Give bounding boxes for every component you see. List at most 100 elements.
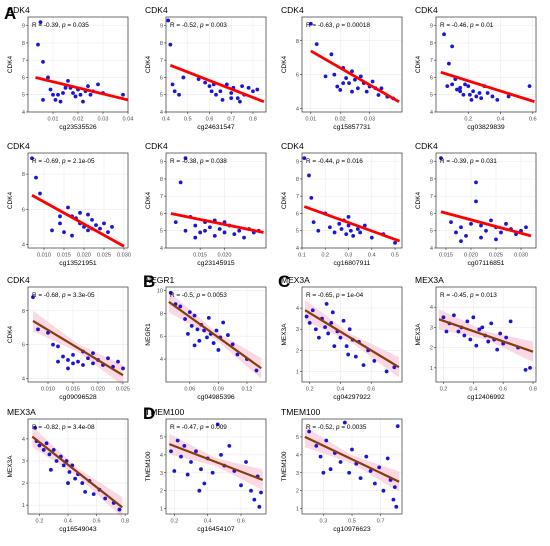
data-point	[353, 354, 358, 359]
data-point	[50, 228, 54, 233]
y-tick-label: 3	[160, 471, 163, 477]
data-point	[73, 94, 78, 99]
data-point	[314, 443, 319, 448]
y-tick-label: 6	[430, 75, 433, 81]
data-point	[242, 235, 246, 240]
panel-label-d: D	[143, 404, 156, 423]
panel-title: CDK4	[415, 141, 438, 151]
y-tick-label: 6	[22, 343, 25, 349]
y-tick-label: 4	[22, 242, 25, 248]
x-tick-label: 0.09	[213, 387, 224, 393]
data-point	[56, 344, 60, 349]
data-point	[246, 85, 251, 90]
regression-line	[169, 64, 265, 103]
data-point	[344, 344, 349, 349]
x-tick-label: 0.6	[529, 117, 537, 123]
y-tick-label: 8	[430, 41, 433, 47]
data-point	[211, 341, 216, 345]
data-point	[394, 504, 399, 509]
data-point	[347, 81, 351, 86]
x-tick-label: 0.5	[348, 519, 356, 525]
data-point	[454, 230, 458, 235]
data-point	[376, 93, 381, 97]
regression-line	[31, 435, 123, 509]
data-point	[178, 180, 183, 185]
x-tick-label: 0.7	[377, 519, 385, 525]
y-tick-label: 4	[296, 246, 299, 252]
panel-label-a: A	[4, 4, 17, 23]
data-point	[313, 327, 318, 332]
y-tick-label: 4	[22, 437, 25, 443]
x-tick-label: 0.015	[66, 387, 80, 393]
x-axis-label: cg10976623	[333, 526, 371, 533]
y-tick-label: 6	[296, 211, 299, 217]
data-point	[477, 327, 482, 332]
x-axis-label: cg16807911	[334, 260, 371, 267]
data-point	[338, 88, 343, 92]
correlation-annotation: R = -0.39, p = 0.035	[32, 22, 89, 29]
y-tick-label: 8	[22, 309, 25, 315]
data-point	[106, 356, 110, 361]
x-tick-label: 0.03	[364, 117, 375, 123]
data-point	[364, 89, 369, 94]
x-tick-label: 0.8	[249, 117, 257, 123]
data-point	[237, 228, 242, 233]
y-tick-label: 8	[430, 177, 433, 183]
y-axis-label: CDK4	[415, 55, 422, 73]
x-axis-label: cg13521951	[59, 260, 97, 267]
plot-frame	[435, 152, 537, 249]
correlation-annotation: R = -0.46, p = 0.01	[440, 22, 494, 29]
data-point	[249, 488, 253, 493]
y-tick-label: 7	[430, 58, 433, 64]
data-point	[71, 352, 75, 357]
y-tick-label: 9	[430, 24, 433, 30]
correlation-annotation: R = -0.52, p = 0.003	[170, 22, 227, 29]
data-point	[203, 228, 207, 233]
data-point	[193, 235, 198, 240]
data-point	[479, 223, 483, 228]
correlation-annotation: R = -0.82, p = 3.4e-08	[32, 424, 95, 431]
y-axis-label: CDK4	[281, 55, 288, 73]
x-tick-label: 0.4	[204, 519, 212, 525]
data-point	[323, 325, 327, 330]
data-point	[346, 352, 351, 357]
scatter-panel-2: 0.4 0.5 0.6 0.7 0.8456789CDK4cg24631547CDK4R…	[145, 5, 267, 131]
data-point	[344, 76, 349, 80]
data-point	[202, 328, 206, 333]
data-point	[464, 234, 468, 238]
data-point	[384, 369, 389, 374]
data-point	[347, 470, 352, 475]
data-point	[51, 448, 56, 452]
y-axis-label: MEX3A	[7, 455, 14, 478]
data-point	[71, 91, 75, 95]
data-point	[471, 315, 476, 320]
regression-line	[170, 212, 264, 234]
data-point	[439, 156, 443, 161]
data-point	[179, 454, 183, 459]
y-tick-label: 9	[296, 160, 299, 166]
data-point	[46, 330, 50, 335]
data-point	[33, 425, 38, 430]
data-point	[48, 467, 53, 472]
data-point	[189, 460, 193, 464]
scatter-panel-12: 0.2 0.4 0.6 0.8 1 2 3 4 MEX3A cg12406992 MEX3A R = …	[415, 275, 537, 401]
x-tick-label: 0.8	[529, 387, 537, 393]
data-point	[71, 361, 75, 366]
data-point	[318, 454, 323, 459]
data-point	[495, 347, 500, 352]
data-point	[358, 476, 363, 481]
data-point	[183, 317, 187, 321]
scatter-panel-5: 0.010 0.015 0.020 0.025 0.030 4 6 8 CDK4 cg135219…	[7, 141, 131, 267]
data-point	[332, 230, 337, 235]
y-tick-label: 1	[22, 503, 25, 509]
scatter-panel-1: 0.01 0.02 0.03 0.04 4 5 6 7 8 9 CDK4 cg23535526 CDK4…	[7, 5, 133, 131]
data-point	[90, 217, 94, 222]
x-tick-label: 0.06	[184, 387, 195, 393]
x-axis-label: cg12406992	[467, 394, 505, 401]
data-point	[166, 18, 171, 23]
data-point	[78, 210, 82, 215]
data-point	[34, 175, 38, 180]
panel-label-c: C	[278, 272, 291, 291]
plot-frame	[301, 286, 403, 383]
data-point	[91, 492, 96, 497]
